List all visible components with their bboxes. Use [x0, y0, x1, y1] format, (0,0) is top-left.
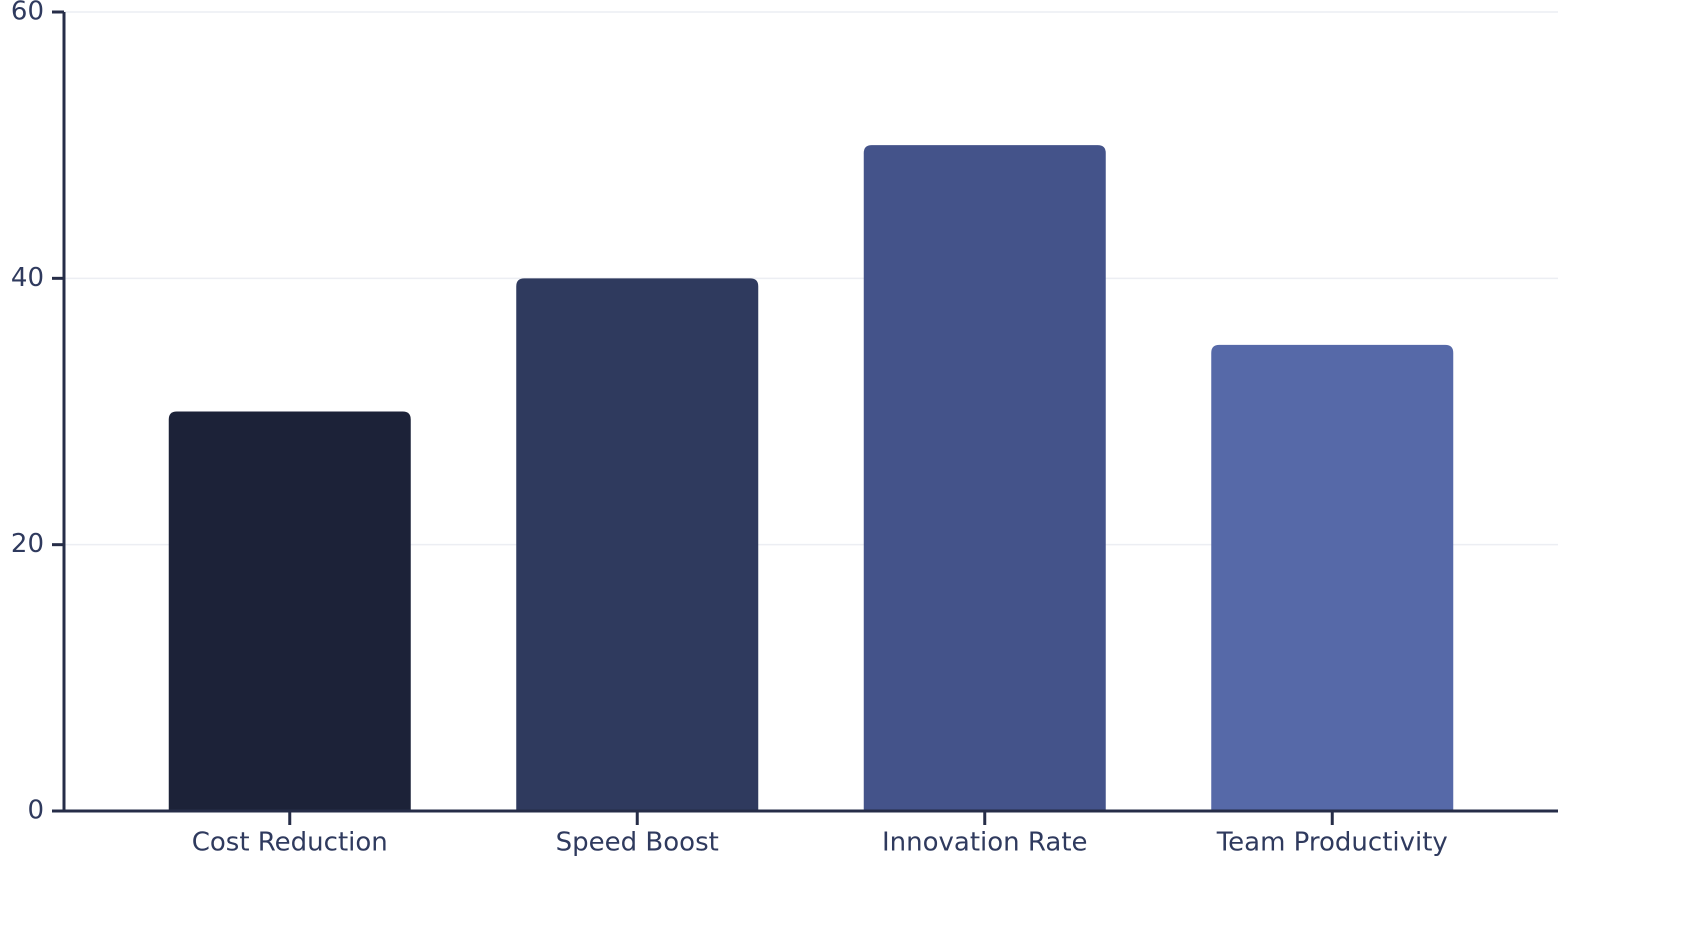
bar — [516, 278, 759, 811]
y-tick-label: 0 — [27, 796, 44, 826]
bar — [1211, 344, 1454, 811]
y-tick-label: 40 — [11, 263, 44, 293]
x-tick-label: Team Productivity — [1216, 828, 1448, 858]
y-tick-label: 60 — [11, 0, 44, 27]
bar — [168, 411, 411, 811]
bar — [863, 145, 1106, 811]
x-tick-label: Innovation Rate — [882, 828, 1088, 858]
y-tick-label: 20 — [11, 529, 44, 559]
x-tick-label: Cost Reduction — [192, 828, 388, 858]
x-tick-label: Speed Boost — [556, 828, 719, 858]
